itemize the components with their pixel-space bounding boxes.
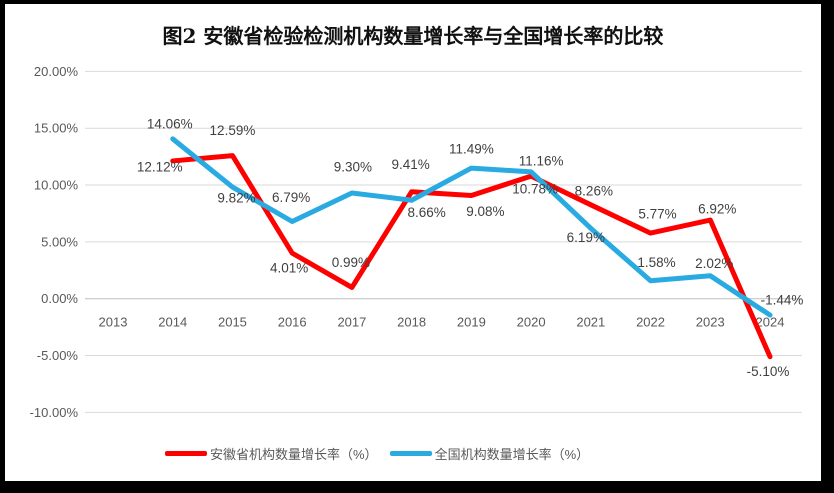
chart-title: 图2 安徽省检验检测机构数量增长率与全国增长率的比较: [162, 24, 664, 48]
data-label: 2.02%: [695, 256, 733, 271]
data-label: 10.78%: [512, 182, 558, 197]
data-label: 12.59%: [210, 123, 256, 138]
data-label: 5.77%: [638, 207, 676, 222]
legend: 安徽省机构数量增长率（%） 全国机构数量增长率（%）: [165, 444, 589, 462]
x-tick-label: 2016: [278, 315, 307, 330]
y-tick-label: -5.00%: [37, 348, 79, 363]
y-tick-label: -10.00%: [30, 405, 79, 420]
legend-item-anhui: 安徽省机构数量增长率（%）: [165, 444, 378, 463]
data-label: 12.12%: [137, 159, 183, 174]
x-tick-label: 2023: [696, 315, 725, 330]
series-line-1: [170, 136, 773, 318]
x-tick-label: 2019: [457, 315, 486, 330]
x-tick-label: 2014: [158, 315, 187, 330]
x-tick-label: 2017: [337, 315, 366, 330]
legend-swatch-anhui-red-line-icon: [165, 450, 207, 456]
series-line-0: [170, 153, 773, 360]
x-tick-label: 2020: [517, 315, 546, 330]
data-label: -1.44%: [761, 293, 804, 308]
data-label: 9.41%: [391, 157, 429, 172]
x-tick-label: 2024: [756, 315, 785, 330]
data-label: 8.26%: [575, 183, 613, 198]
x-tick-label: 2022: [636, 315, 665, 330]
data-label: 6.19%: [567, 230, 605, 245]
data-label: 6.79%: [272, 190, 310, 205]
data-label: 14.06%: [147, 116, 193, 131]
data-label: 11.49%: [449, 142, 494, 157]
y-tick-label: 15.00%: [34, 121, 79, 136]
data-label: 1.58%: [637, 255, 675, 270]
y-tick-label: 0.00%: [41, 291, 78, 306]
data-label: 8.66%: [407, 205, 445, 220]
data-label: 4.01%: [270, 261, 308, 276]
data-label: 9.08%: [466, 204, 504, 219]
data-label: 9.82%: [217, 191, 255, 206]
data-label: 0.99%: [332, 255, 370, 270]
legend-label-national: 全国机构数量增长率（%）: [434, 446, 590, 462]
y-tick-label: 20.00%: [34, 64, 79, 79]
y-tick-label: 5.00%: [41, 234, 78, 249]
legend-swatch-national-blue-line-icon: [389, 450, 432, 456]
legend-label-anhui: 安徽省机构数量增长率（%）: [210, 446, 378, 462]
x-tick-label: 2013: [99, 315, 128, 330]
data-label: 9.30%: [334, 159, 372, 174]
x-tick-label: 2018: [397, 315, 426, 330]
y-tick-label: 10.00%: [34, 178, 79, 193]
x-tick-label: 2015: [218, 315, 247, 330]
legend-item-national: 全国机构数量增长率（%）: [389, 444, 590, 463]
data-label: -5.10%: [747, 364, 790, 379]
data-label: 6.92%: [698, 202, 736, 217]
x-tick-label: 2021: [576, 315, 605, 330]
chart-frame: 图2 安徽省检验检测机构数量增长率与全国增长率的比较: [5, 4, 821, 481]
data-label: 11.16%: [519, 153, 564, 168]
